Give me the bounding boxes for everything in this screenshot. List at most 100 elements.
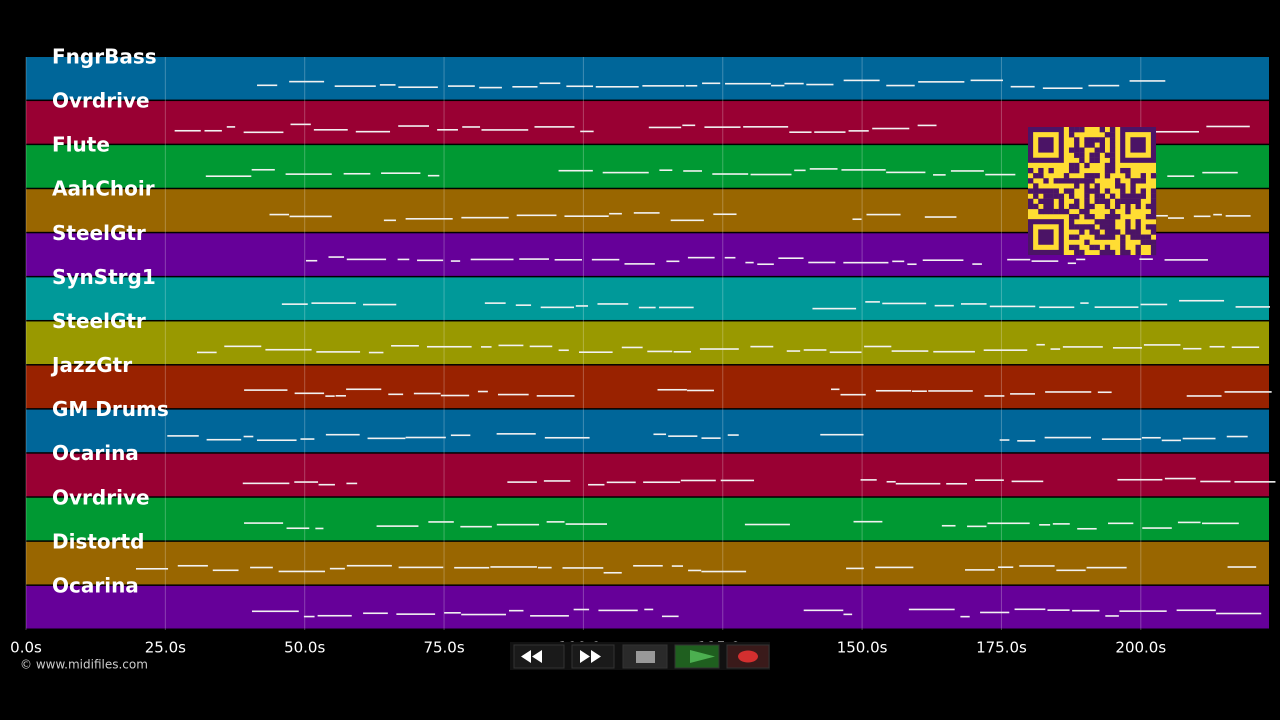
note: [398, 86, 438, 89]
note: [444, 612, 461, 614]
qr-module: [1063, 188, 1070, 194]
qr-module: [1058, 193, 1065, 199]
qr-module: [1089, 203, 1095, 210]
qr-module: [1089, 178, 1095, 184]
qr-module: [1125, 167, 1131, 174]
note: [1010, 85, 1035, 88]
note: [470, 258, 514, 261]
note: [933, 174, 946, 176]
qr-module: [1109, 234, 1116, 240]
note: [346, 482, 358, 485]
note: [437, 129, 458, 131]
note: [1186, 395, 1222, 397]
qr-module: [1140, 239, 1146, 245]
note: [1067, 262, 1076, 265]
note: [558, 169, 593, 172]
note: [300, 438, 315, 440]
note: [786, 350, 801, 352]
note: [334, 85, 376, 87]
tick-label: 150.0s: [837, 639, 888, 657]
qr-module: [1150, 224, 1157, 230]
qr-module: [1089, 152, 1095, 158]
note: [313, 129, 348, 131]
note: [745, 261, 754, 264]
note: [243, 131, 284, 134]
qr-module: [1094, 229, 1100, 235]
qr-module: [1084, 137, 1090, 143]
note: [269, 213, 290, 216]
qr-module: [1068, 132, 1075, 138]
note: [975, 479, 1004, 481]
track-label: Ocarina: [52, 441, 139, 465]
qr-module: [1109, 137, 1116, 143]
qr-module: [1120, 234, 1126, 240]
note: [1019, 565, 1055, 567]
qr-finder: [1130, 137, 1146, 153]
qr-module: [1099, 198, 1105, 204]
qr-module: [1053, 193, 1059, 199]
note: [950, 170, 984, 172]
note: [379, 84, 396, 86]
record-button[interactable]: [726, 644, 770, 669]
note: [540, 306, 575, 309]
qr-module: [1135, 203, 1141, 210]
note: [803, 349, 827, 351]
note: [167, 435, 199, 437]
qr-module: [1038, 188, 1044, 194]
note: [575, 305, 588, 307]
note: [848, 130, 869, 132]
note: [278, 570, 326, 573]
qr-module: [1104, 219, 1111, 225]
qr-module: [1099, 193, 1105, 199]
note: [398, 566, 444, 569]
note: [886, 480, 896, 483]
note: [325, 433, 360, 436]
qr-module: [1074, 214, 1080, 220]
note: [325, 395, 335, 397]
note: [484, 302, 506, 304]
note: [580, 130, 594, 133]
qr-module: [1038, 198, 1044, 204]
note: [1216, 612, 1262, 615]
note: [1226, 435, 1248, 438]
stop-button[interactable]: [622, 644, 668, 669]
track-label: Flute: [52, 133, 110, 157]
note: [490, 566, 537, 568]
note: [860, 479, 877, 481]
note: [642, 85, 685, 87]
note: [806, 83, 834, 86]
note: [980, 611, 1010, 614]
note: [924, 216, 957, 218]
note: [803, 609, 844, 612]
note: [1234, 481, 1276, 483]
note: [417, 259, 444, 262]
qr-module: [1048, 193, 1054, 199]
qr-module: [1099, 137, 1105, 143]
note: [846, 567, 864, 570]
track-band: [26, 365, 1269, 409]
qr-module: [1089, 244, 1095, 251]
qr-module: [1140, 173, 1146, 179]
note: [809, 168, 838, 170]
play-button[interactable]: [674, 644, 720, 669]
qr-module: [1099, 224, 1105, 230]
qr-module: [1084, 188, 1090, 194]
qr-module: [1043, 193, 1049, 199]
qr-module: [1084, 214, 1090, 220]
qr-module: [1130, 229, 1136, 235]
qr-module: [1145, 214, 1152, 220]
fast-forward-button[interactable]: [571, 644, 615, 669]
note: [912, 390, 927, 392]
rewind-button[interactable]: [513, 644, 565, 669]
note: [757, 263, 774, 266]
note: [496, 433, 536, 435]
note: [566, 85, 594, 88]
qr-module: [1033, 173, 1039, 179]
note: [242, 482, 290, 485]
note: [311, 302, 356, 304]
note: [1105, 615, 1119, 617]
qr-module: [1104, 214, 1111, 220]
note: [864, 345, 892, 348]
note: [853, 520, 883, 523]
